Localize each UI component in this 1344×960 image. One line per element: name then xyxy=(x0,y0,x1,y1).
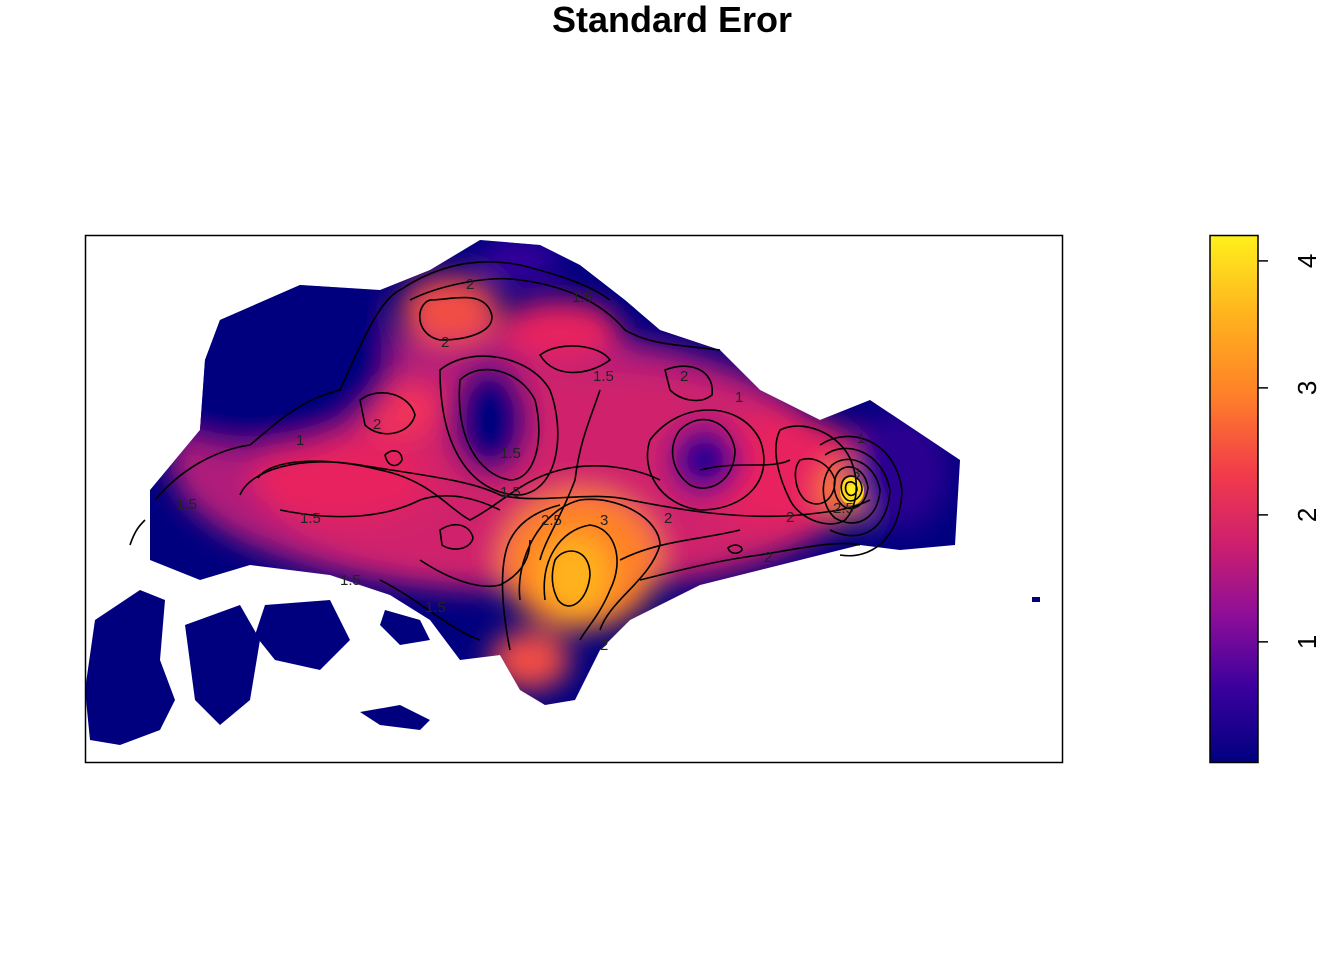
legend-colorbar xyxy=(1209,234,1259,764)
contour-labels: 2 1.5 2 1 1.5 2 1.5 2 2 1 1.5 1.5 2.5 3 … xyxy=(176,276,865,654)
contour-lines xyxy=(129,261,903,651)
contour-label: 1.5 xyxy=(300,510,321,527)
contour-label: 2 xyxy=(664,510,672,527)
legend: 1 2 3 4 xyxy=(1209,234,1322,764)
contour-label: 1 xyxy=(735,389,743,406)
contour-label: 2 xyxy=(786,509,794,526)
contour-label: 2 xyxy=(466,276,474,293)
legend-tick-label: 4 xyxy=(1292,254,1322,268)
legend-tick-label: 1 xyxy=(1292,635,1322,649)
contour-label: 2 xyxy=(764,549,772,566)
contour-label: 1.5 xyxy=(500,445,521,462)
chart-title: Standard Eror xyxy=(552,0,792,40)
contour-label: 1 xyxy=(296,432,304,449)
contour-label: 1.5 xyxy=(593,368,614,385)
contour-label: 1 xyxy=(857,430,865,447)
legend-ticks: 1 2 3 4 xyxy=(1258,254,1322,649)
contour-label: 1.5 xyxy=(572,289,593,306)
contour-label: 2 xyxy=(373,416,381,433)
contour-label: 2 xyxy=(680,368,688,385)
contour-label: 2 xyxy=(441,334,449,351)
contour-label: 1.5 xyxy=(340,572,361,589)
contour-label: 2.5 xyxy=(541,512,562,529)
plot-border xyxy=(84,234,1064,764)
contour-label: 1.5 xyxy=(176,496,197,513)
contour-label: 1.5 xyxy=(500,484,521,501)
legend-tick-label: 3 xyxy=(1292,381,1322,395)
contour-label: 2.5 xyxy=(833,500,854,517)
contour-label: 1.5 xyxy=(425,599,446,616)
heatmap-surface xyxy=(85,240,1040,745)
contour-label: 2 xyxy=(600,637,608,654)
contour-label: 3 xyxy=(852,465,860,482)
legend-tick-label: 2 xyxy=(1292,508,1322,522)
contour-label: 3 xyxy=(600,512,608,529)
